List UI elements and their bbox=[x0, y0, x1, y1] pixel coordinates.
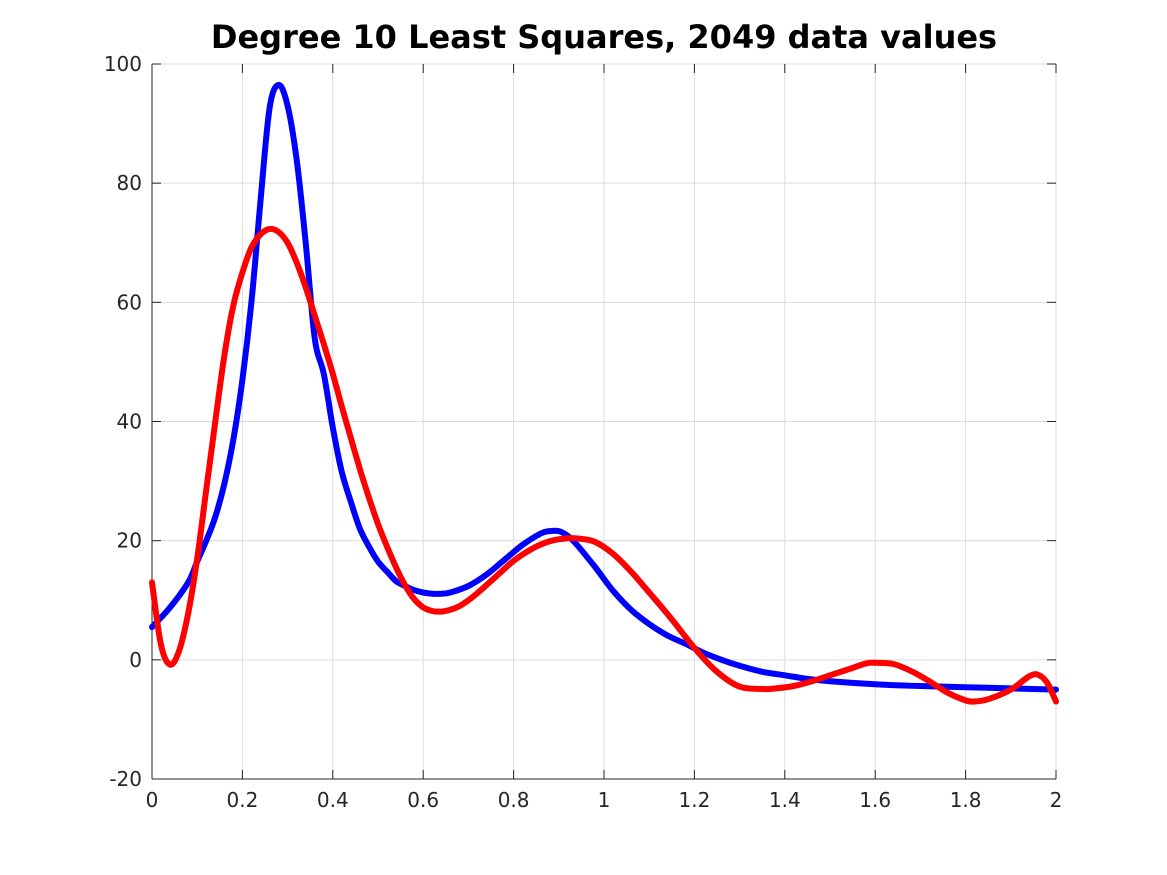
y-tick-label: 20 bbox=[117, 529, 142, 553]
y-tick-label: -20 bbox=[109, 767, 142, 791]
chart-title: Degree 10 Least Squares, 2049 data value… bbox=[211, 18, 997, 56]
series-line-2 bbox=[149, 225, 1059, 705]
x-tick-label: 0.4 bbox=[317, 788, 349, 812]
y-tick-label: 0 bbox=[129, 648, 142, 672]
y-tick-label: 80 bbox=[117, 171, 142, 195]
x-tick-label: 0 bbox=[146, 788, 159, 812]
x-tick-label: 1 bbox=[598, 788, 611, 812]
x-tick-label: 1.6 bbox=[859, 788, 891, 812]
y-tick-label: 100 bbox=[104, 52, 142, 76]
series-lines bbox=[149, 81, 1059, 705]
x-tick-label: 1.2 bbox=[678, 788, 710, 812]
x-tick-label: 2 bbox=[1050, 788, 1063, 812]
x-tick-label: 1.8 bbox=[950, 788, 982, 812]
series-line-1 bbox=[149, 81, 1059, 693]
x-tick-label: 1.4 bbox=[769, 788, 801, 812]
y-tick-label: 40 bbox=[117, 410, 142, 434]
x-tick-label: 0.8 bbox=[498, 788, 530, 812]
x-tick-label: 0.6 bbox=[407, 788, 439, 812]
x-tick-label: 0.2 bbox=[226, 788, 258, 812]
axes bbox=[151, 63, 1057, 780]
y-tick-label: 60 bbox=[117, 290, 142, 314]
tick-labels: 0 0.2 0.4 0.6 0.8 1 1.2 1.4 1.6 1.8 2-200204060801… bbox=[104, 52, 1063, 812]
